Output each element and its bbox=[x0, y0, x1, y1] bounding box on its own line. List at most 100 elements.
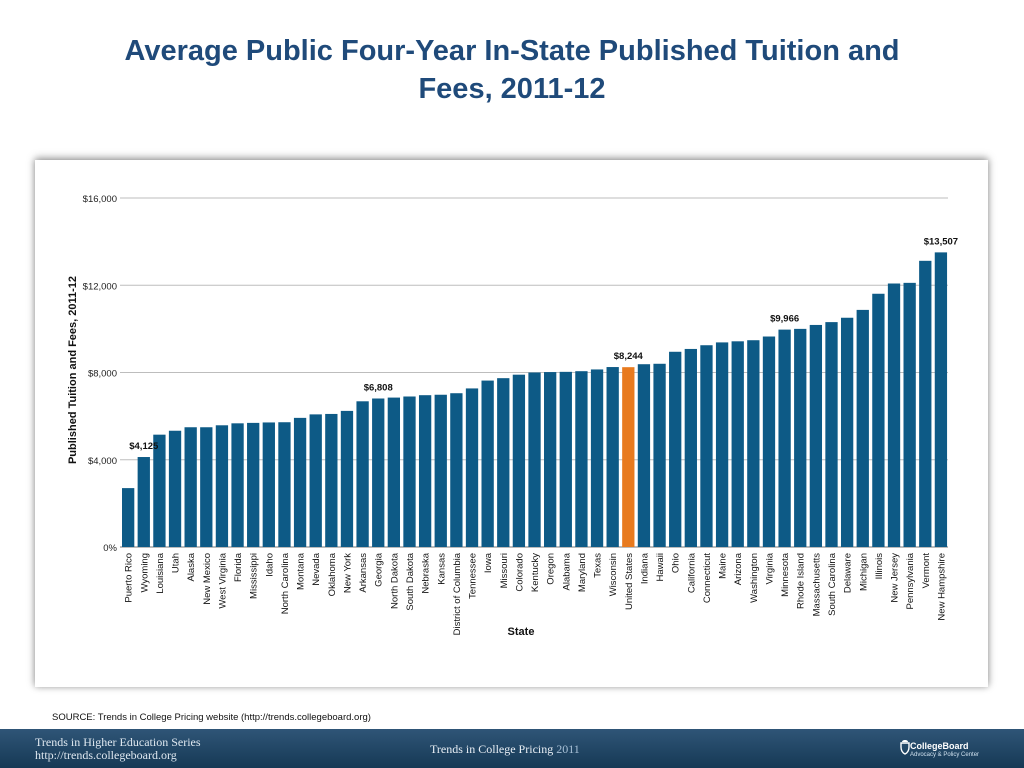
bar-nevada bbox=[309, 414, 322, 547]
bar-oregon bbox=[544, 372, 557, 547]
bar-west-virginia bbox=[215, 425, 229, 547]
bar-north-dakota bbox=[387, 397, 401, 547]
x-tick-label: Nevada bbox=[311, 552, 322, 585]
x-tick-label: Washington bbox=[749, 553, 760, 603]
y-tick-label: $16,000 bbox=[83, 194, 117, 205]
bar-florida bbox=[231, 423, 244, 547]
footer-series-url: http://trends.collegeboard.org bbox=[35, 748, 177, 762]
x-tick-label: Alabama bbox=[561, 552, 572, 590]
x-tick-label: Puerto Rico bbox=[124, 553, 135, 603]
bar-new-york bbox=[340, 410, 354, 547]
chart-panel: 0% $4,000 $8,000 $12,000 $16,000 Puerto Rico… bbox=[35, 160, 988, 687]
x-tick-label: California bbox=[686, 552, 697, 593]
data-label: $9,966 bbox=[770, 314, 799, 325]
bar-united-states bbox=[622, 367, 635, 547]
bar-south-dakota bbox=[403, 396, 416, 547]
x-tick-label: Oklahoma bbox=[327, 552, 338, 596]
footer-report-name: Trends in College Pricing bbox=[430, 742, 554, 756]
x-tick-label: Minnesota bbox=[780, 552, 791, 597]
bar-texas bbox=[590, 369, 604, 547]
bar-arkansas bbox=[356, 401, 369, 547]
x-tick-label: Georgia bbox=[374, 552, 385, 587]
bar-georgia bbox=[372, 398, 385, 547]
y-tick-label: $12,000 bbox=[83, 281, 117, 292]
y-tick-label: 0% bbox=[103, 543, 117, 554]
slide-title: Average Public Four-Year In-State Publis… bbox=[60, 32, 964, 108]
x-tick-label: Kentucky bbox=[530, 553, 541, 592]
bar-montana bbox=[293, 417, 307, 547]
x-axis-label: State bbox=[508, 626, 535, 638]
source-note: SOURCE: Trends in College Pricing websit… bbox=[52, 712, 371, 723]
bar-north-carolina bbox=[278, 422, 291, 547]
bar-delaware bbox=[840, 317, 854, 547]
bars bbox=[122, 252, 948, 547]
bar-arizona bbox=[731, 341, 744, 547]
bar-south-carolina bbox=[825, 322, 838, 547]
bar-rhode-island bbox=[794, 328, 807, 547]
bar-idaho bbox=[262, 422, 275, 547]
data-label: $8,244 bbox=[614, 351, 644, 362]
bar-pennsylvania bbox=[903, 282, 916, 547]
x-tick-label: North Dakota bbox=[389, 552, 400, 609]
x-tick-label: Vermont bbox=[921, 553, 932, 589]
collegeboard-logo: CollegeBoard Advocacy & Policy Center bbox=[898, 737, 1024, 763]
x-tick-label: Wyoming bbox=[139, 553, 150, 593]
bar-indiana bbox=[637, 364, 651, 547]
bar-colorado bbox=[512, 374, 526, 547]
bar-maryland bbox=[575, 371, 588, 547]
bar-wisconsin bbox=[606, 367, 619, 547]
data-label: $13,507 bbox=[924, 236, 958, 247]
x-tick-label: West Virginia bbox=[217, 552, 228, 608]
y-tick-label: $4,000 bbox=[88, 456, 117, 467]
x-tick-label: Ohio bbox=[671, 553, 682, 573]
data-label: $4,125 bbox=[129, 441, 159, 452]
bar-wyoming bbox=[137, 457, 150, 547]
logo-subtitle: Advocacy & Policy Center bbox=[910, 752, 980, 758]
bar-massachusetts bbox=[809, 324, 823, 547]
x-tick-label: Rhode Island bbox=[796, 553, 807, 609]
bar-utah bbox=[168, 430, 182, 547]
bar-tennessee bbox=[465, 388, 479, 547]
x-tick-label: Alaska bbox=[186, 552, 197, 581]
title-line-1: Average Public Four-Year In-State Publis… bbox=[124, 35, 900, 67]
bar-michigan bbox=[856, 309, 869, 547]
x-tick-label: Illinois bbox=[874, 553, 885, 580]
bar-oklahoma bbox=[325, 413, 338, 547]
footer-report-year: 2011 bbox=[556, 742, 580, 756]
bar-louisiana bbox=[153, 434, 166, 547]
bar-missouri bbox=[497, 378, 510, 547]
x-tick-label: New Hampshire bbox=[936, 553, 947, 621]
x-tick-label: Michigan bbox=[858, 553, 869, 591]
footer-bar: Trends in Higher Education Series http:/… bbox=[0, 729, 1024, 768]
x-tick-label: Nebraska bbox=[421, 552, 432, 593]
x-tick-label: District of Columbia bbox=[452, 552, 463, 635]
bar-new-mexico bbox=[200, 427, 213, 547]
x-tick-label: Wisconsin bbox=[608, 553, 619, 596]
bar-california bbox=[684, 348, 697, 547]
footer-series-title: Trends in Higher Education Series bbox=[35, 735, 201, 749]
x-tick-label: Iowa bbox=[483, 552, 494, 573]
x-tick-label: Oregon bbox=[546, 553, 557, 585]
bar-chart: 0% $4,000 $8,000 $12,000 $16,000 Puerto Rico… bbox=[67, 194, 958, 638]
x-tick-label: Utah bbox=[171, 553, 182, 573]
x-tick-label: South Dakota bbox=[405, 552, 416, 610]
y-tick-labels: 0% $4,000 $8,000 $12,000 $16,000 bbox=[83, 194, 118, 554]
footer-series: Trends in Higher Education Series http:/… bbox=[35, 736, 201, 762]
x-tick-label: New Jersey bbox=[890, 553, 901, 603]
footer-report-title: Trends in College Pricing 2011 bbox=[430, 742, 580, 757]
bar-alabama bbox=[559, 371, 572, 547]
bar-iowa bbox=[481, 380, 494, 547]
bar-new-hampshire bbox=[934, 252, 948, 547]
x-tick-label: South Carolina bbox=[827, 552, 838, 616]
bar-ohio bbox=[669, 351, 682, 547]
bar-maine bbox=[715, 342, 729, 547]
bar-district-of-columbia bbox=[450, 393, 463, 547]
bar-illinois bbox=[872, 293, 885, 547]
x-tick-label: Hawaii bbox=[655, 553, 666, 582]
x-tick-label: Florida bbox=[233, 552, 244, 582]
x-tick-label: Arkansas bbox=[358, 553, 369, 593]
x-tick-label: New Mexico bbox=[202, 553, 213, 605]
x-tick-label: Pennsylvania bbox=[905, 552, 916, 609]
x-tick-label: Maine bbox=[718, 553, 729, 579]
x-tick-label: Connecticut bbox=[702, 553, 713, 604]
